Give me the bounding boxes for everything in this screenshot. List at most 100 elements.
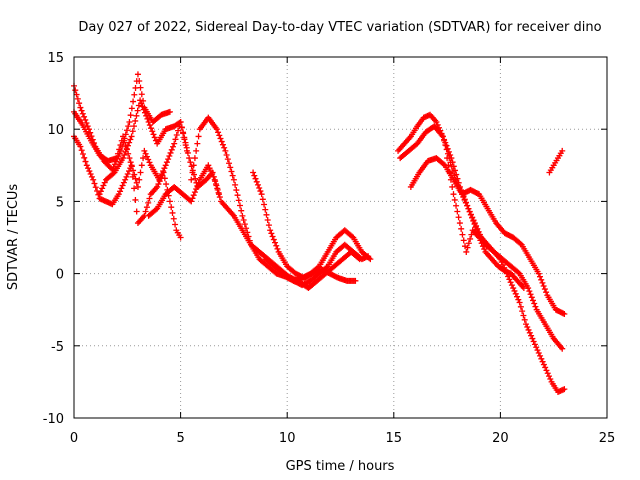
- data-point: [128, 133, 135, 140]
- data-point: [449, 183, 456, 190]
- data-point: [138, 100, 145, 107]
- data-point: [90, 176, 97, 183]
- data-point: [127, 112, 134, 119]
- data-point: [183, 144, 190, 151]
- data-point: [146, 122, 153, 129]
- data-point: [137, 84, 144, 91]
- x-tick-label: 0: [70, 431, 78, 446]
- data-point: [205, 162, 212, 169]
- data-point: [269, 233, 276, 240]
- data-point: [272, 239, 279, 246]
- data-point: [452, 167, 459, 174]
- data-point: [478, 240, 485, 247]
- data-point: [180, 129, 187, 136]
- data-point: [131, 123, 138, 130]
- data-point: [161, 165, 168, 172]
- data-point: [511, 287, 518, 294]
- data-point: [145, 199, 152, 206]
- data-point: [250, 169, 257, 176]
- data-point: [110, 170, 117, 177]
- data-point: [83, 120, 90, 127]
- data-point: [444, 145, 451, 152]
- y-axis-ticks: -10 -5 0 5 10 15: [43, 51, 607, 427]
- x-axis-ticks: 0 5 10 15 20 25: [70, 57, 615, 446]
- x-tick-label: 5: [176, 431, 184, 446]
- data-point: [216, 194, 223, 201]
- data-point: [113, 155, 120, 162]
- data-point: [234, 192, 241, 199]
- y-tick-label: 10: [47, 123, 64, 138]
- data-point: [168, 204, 175, 211]
- data-point: [133, 208, 140, 215]
- data-point: [274, 245, 281, 252]
- data-point: [126, 168, 133, 175]
- data-point: [230, 176, 237, 183]
- data-point: [175, 127, 182, 134]
- data-point: [515, 296, 522, 303]
- y-tick-label: 15: [47, 51, 64, 66]
- data-point: [74, 95, 81, 102]
- data-point: [101, 179, 108, 186]
- data-point: [240, 216, 247, 223]
- data-point: [241, 221, 248, 228]
- data-point: [166, 108, 173, 115]
- data-point: [531, 341, 538, 348]
- data-point: [176, 119, 183, 126]
- data-point: [79, 151, 86, 158]
- data-point: [465, 205, 472, 212]
- data-point: [195, 179, 202, 186]
- data-point: [520, 285, 527, 292]
- data-point: [472, 224, 479, 231]
- data-point: [171, 140, 178, 147]
- data-point: [442, 139, 449, 146]
- data-point: [195, 133, 202, 140]
- data-point: [188, 176, 195, 183]
- data-point: [537, 352, 544, 359]
- data-point: [469, 214, 476, 221]
- data-point: [265, 222, 272, 229]
- data-point: [163, 159, 170, 166]
- data-point: [166, 153, 173, 160]
- data-point: [538, 276, 545, 283]
- data-point: [453, 171, 460, 178]
- data-point: [141, 109, 148, 116]
- data-point: [454, 208, 461, 215]
- data-point: [215, 129, 222, 136]
- data-point: [506, 276, 513, 283]
- data-point: [450, 163, 457, 170]
- data-point: [455, 214, 462, 221]
- data-point: [99, 185, 106, 192]
- data-point: [124, 142, 131, 149]
- data-point: [114, 150, 121, 157]
- data-point: [145, 118, 152, 125]
- data-point: [219, 141, 226, 148]
- data-point: [477, 237, 484, 244]
- data-point: [456, 220, 463, 227]
- data-point: [173, 131, 180, 138]
- data-point: [464, 202, 471, 209]
- data-point: [131, 91, 138, 98]
- data-point: [257, 188, 264, 195]
- series-trace-3: [71, 133, 184, 241]
- data-point: [166, 198, 173, 205]
- data-point: [193, 147, 200, 154]
- data-point: [228, 168, 235, 175]
- data-point: [508, 282, 515, 289]
- data-point: [515, 269, 522, 276]
- data-point: [72, 87, 79, 94]
- data-point: [532, 303, 539, 310]
- data-point: [126, 139, 133, 146]
- data-point: [189, 195, 196, 202]
- data-point: [134, 107, 141, 114]
- series-trace-9: [262, 248, 363, 292]
- data-point: [127, 159, 134, 166]
- data-points: [71, 71, 568, 396]
- data-point: [217, 135, 224, 142]
- grid-lines: [74, 57, 607, 418]
- data-point: [536, 273, 543, 280]
- data-point: [125, 123, 132, 130]
- data-point: [154, 183, 161, 190]
- data-point: [120, 133, 127, 140]
- data-point: [160, 169, 167, 176]
